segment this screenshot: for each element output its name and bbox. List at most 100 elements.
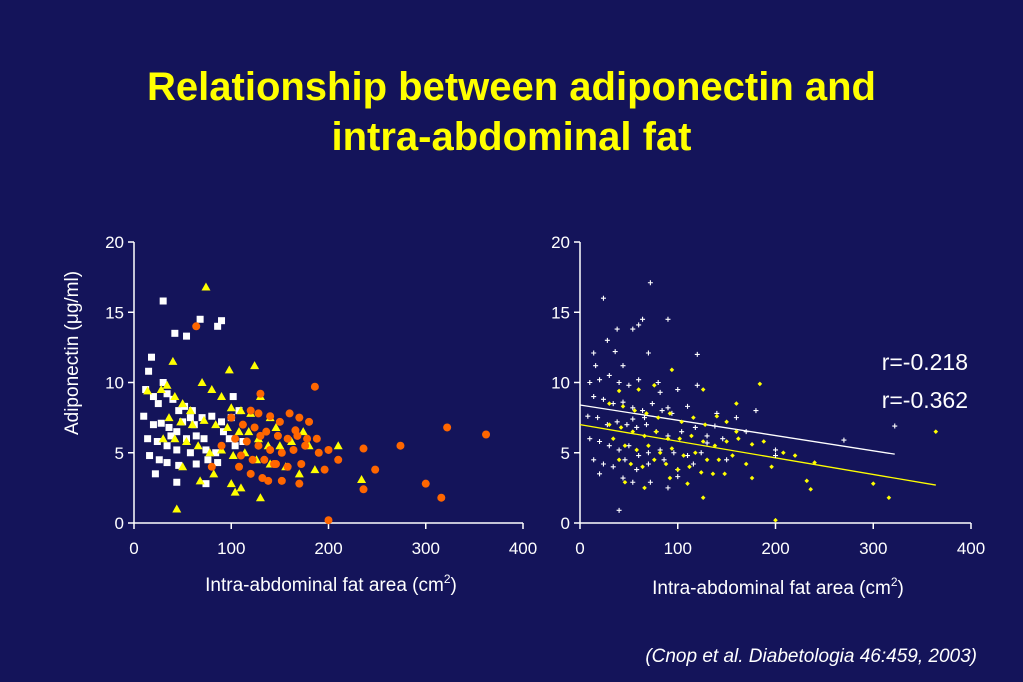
- right-chart-point-series-0: [634, 467, 640, 473]
- left-chart-point-series-2: [324, 445, 333, 454]
- left-chart-y-tick-label: 5: [115, 444, 124, 463]
- left-chart-point-series-2: [359, 485, 368, 494]
- left-chart-point-series-1: [287, 437, 297, 446]
- left-chart-point-series-1: [271, 422, 281, 431]
- left-chart-point-series-2: [303, 434, 312, 443]
- right-chart-point-series-1: [700, 495, 706, 501]
- right-chart-point-series-1: [630, 429, 636, 434]
- left-chart-point-series-0: [198, 414, 206, 422]
- right-chart-point-series-0: [645, 350, 651, 356]
- right-chart-point-series-1: [804, 478, 810, 484]
- left-chart-point-series-2: [277, 448, 286, 457]
- left-chart-point-series-1: [236, 483, 246, 492]
- right-chart-point-series-0: [665, 485, 671, 491]
- right-chart-point-series-0: [643, 422, 649, 428]
- right-chart-point-series-1: [622, 443, 628, 449]
- left-chart-point-series-1: [211, 420, 221, 429]
- right-chart-point-series-0: [690, 461, 696, 467]
- right-chart-point-series-1: [681, 453, 686, 458]
- left-chart-point-series-0: [142, 386, 150, 394]
- slide-title: Relationship between adiponectin and int…: [40, 62, 983, 162]
- right-chart-point-series-0: [600, 295, 606, 301]
- right-chart-point-series-1: [679, 419, 684, 425]
- left-chart-point-series-2: [192, 322, 201, 331]
- right-chart-point-series-0: [630, 416, 636, 422]
- left-chart-point-series-0: [225, 435, 233, 443]
- left-chart-point-series-2: [266, 412, 275, 421]
- right-chart-point-series-0: [604, 337, 610, 343]
- right-chart-point-series-1: [607, 401, 612, 406]
- left-chart-point-series-1: [250, 361, 260, 370]
- left-chart-point-series-2: [256, 389, 265, 398]
- left-chart-point-series-0: [214, 322, 222, 330]
- right-chart-point-series-1: [685, 481, 690, 486]
- left-chart-point-series-2: [242, 437, 251, 446]
- left-chart-point-series-1: [156, 385, 166, 394]
- right-chart-y-tick-label: 0: [561, 514, 570, 533]
- left-chart-point-series-2: [262, 427, 271, 436]
- right-chart-point-series-0: [616, 447, 622, 453]
- right-chart-x-tick-label: 0: [575, 539, 584, 558]
- right-chart-point-series-0: [657, 389, 663, 395]
- right-chart-point-series-0: [743, 429, 749, 435]
- left-chart-point-series-1: [236, 406, 246, 415]
- left-chart-x-axis-label: Intra-abdominal fat area (cm2): [205, 572, 457, 596]
- left-chart-y-axis-label: Adiponectin (μg/ml): [62, 271, 83, 435]
- left-chart-axes: [128, 241, 524, 529]
- right-chart-point-series-0: [647, 280, 653, 286]
- left-chart-point-series-0: [163, 459, 171, 467]
- right-chart-point-series-0: [597, 471, 603, 477]
- right-chart-point-series-0: [622, 457, 628, 463]
- right-chart-point-series-0: [773, 447, 778, 453]
- right-chart-point-series-1: [792, 453, 798, 458]
- left-chart-point-series-1: [226, 403, 236, 412]
- left-chart-point-series-2: [297, 459, 306, 468]
- right-chart-point-series-0: [679, 429, 685, 435]
- right-chart-point-series-1: [616, 457, 622, 463]
- left-chart-point-series-2: [207, 462, 216, 471]
- left-chart-point-series-1: [185, 406, 195, 415]
- right-chart-point-series-0: [585, 413, 591, 419]
- left-chart-point-series-2: [277, 476, 286, 485]
- right-chart-point-series-1: [734, 429, 739, 434]
- right-chart-point-series-1: [622, 479, 628, 485]
- right-chart-point-series-1: [808, 486, 813, 492]
- right-chart-annotation-r-white: r=-0.218: [882, 349, 968, 375]
- left-chart-point-series-0: [218, 317, 226, 325]
- right-chart-point-series-0: [694, 382, 700, 388]
- right-chart-point-series-0: [659, 408, 665, 414]
- right-chart-point-series-0: [675, 387, 681, 393]
- left-chart-point-series-2: [371, 465, 380, 474]
- right-chart-point-series-0: [733, 415, 739, 421]
- left-chart-point-series-2: [312, 434, 321, 443]
- right-chart-point-series-1: [700, 439, 706, 444]
- right-chart-point-series-0: [712, 423, 718, 429]
- right-chart-point-series-1: [736, 436, 741, 441]
- left-chart-point-series-1: [168, 356, 178, 365]
- right-chart-point-series-1: [620, 404, 626, 409]
- right-chart-point-series-1: [781, 450, 786, 456]
- left-chart-point-series-1: [197, 378, 207, 386]
- right-chart-point-series-0: [655, 380, 661, 385]
- left-chart-point-series-1: [244, 427, 254, 436]
- right-chart-y-tick-label: 20: [551, 233, 570, 252]
- right-chart-x-tick-label: 200: [761, 539, 789, 558]
- left-chart-point-series-1: [298, 427, 308, 436]
- right-chart-point-series-1: [669, 367, 675, 373]
- left-chart-point-series-1: [193, 441, 203, 450]
- left-chart-point-series-1: [170, 392, 180, 401]
- left-chart-point-series-2: [227, 413, 236, 422]
- right-chart-point-series-0: [675, 474, 681, 480]
- right-chart-annotation-r-yellow: r=-0.362: [882, 387, 968, 413]
- left-chart-point-series-2: [291, 426, 300, 435]
- left-chart-point-series-2: [246, 469, 255, 478]
- right-chart-point-series-1: [704, 457, 710, 463]
- left-chart-point-series-0: [192, 460, 200, 468]
- left-chart-point-series-1: [143, 386, 153, 395]
- right-chart-point-series-0: [724, 457, 730, 463]
- left-chart-point-series-0: [186, 414, 194, 422]
- left-chart-point-series-1: [333, 441, 343, 450]
- right-chart-point-series-0: [587, 380, 593, 385]
